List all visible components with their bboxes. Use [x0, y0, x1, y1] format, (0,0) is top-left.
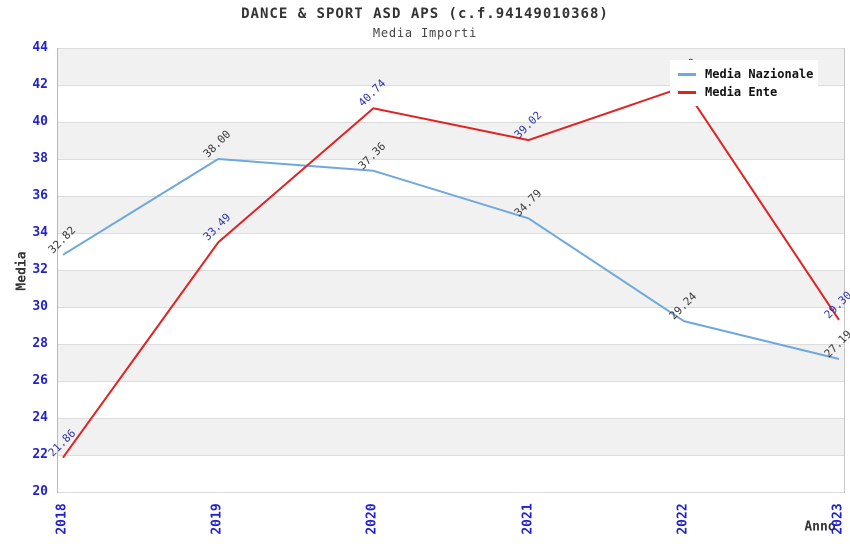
gridline: [58, 85, 844, 86]
chart-title: DANCE & SPORT ASD APS (c.f.94149010368): [241, 6, 609, 22]
legend-swatch-media-nazionale: [678, 72, 696, 76]
y-tick-label: 22: [32, 447, 48, 462]
gridline: [58, 344, 844, 345]
gridline: [58, 492, 844, 493]
y-tick-label: 44: [32, 40, 48, 55]
gridline: [58, 48, 844, 49]
gridline: [58, 270, 844, 271]
x-tick-label-2021: 2021: [520, 503, 536, 535]
gridline: [58, 455, 844, 456]
x-axis-title: Anno: [804, 519, 836, 535]
legend-label-media-nazionale: Media Nazionale: [705, 67, 814, 81]
y-tick-label: 42: [32, 77, 48, 92]
gridline: [58, 196, 844, 197]
y-tick-label: 20: [32, 484, 48, 499]
y-tick-label: 40: [32, 114, 48, 129]
chart-subtitle: Media Importi: [372, 26, 478, 40]
x-tick-label-2018: 2018: [54, 503, 70, 535]
plot-area: 32.82 38.00 37.36 34.79 29.24 27.19 21.86 33.49…: [46, 48, 850, 493]
x-tick-label-2022: 2022: [675, 503, 691, 535]
y-tick-label: 24: [32, 410, 48, 425]
series-line-media-ente: [62, 85, 840, 459]
y-tick-label: 38: [32, 151, 48, 166]
y-tick-label: 28: [32, 336, 48, 351]
legend-label-media-ente: Media Ente: [705, 85, 778, 99]
gridline: [58, 233, 844, 234]
series-line-media-nazionale: [62, 158, 840, 360]
y-tick-label: 32: [32, 262, 48, 277]
series-lines: [62, 85, 840, 459]
gridline: [58, 418, 844, 419]
y-tick-label: 34: [32, 225, 48, 240]
y-tick-label: 26: [32, 373, 48, 388]
gridline: [58, 159, 844, 160]
y-tick-label: 30: [32, 299, 48, 314]
legend-item-media-ente: Media Ente: [678, 83, 818, 101]
x-tick-label-2020: 2020: [364, 503, 380, 535]
gridline: [58, 307, 844, 308]
legend-swatch-media-ente: [678, 90, 696, 94]
legend-item-media-nazionale: Media Nazionale: [678, 65, 818, 83]
gridline: [58, 381, 844, 382]
x-tick-label-2023: 2023: [830, 503, 846, 535]
y-tick-label: 36: [32, 188, 48, 203]
gridline: [58, 122, 844, 123]
x-tick-label-2019: 2019: [209, 503, 225, 535]
legend: Media Nazionale Media Ente: [670, 60, 818, 106]
